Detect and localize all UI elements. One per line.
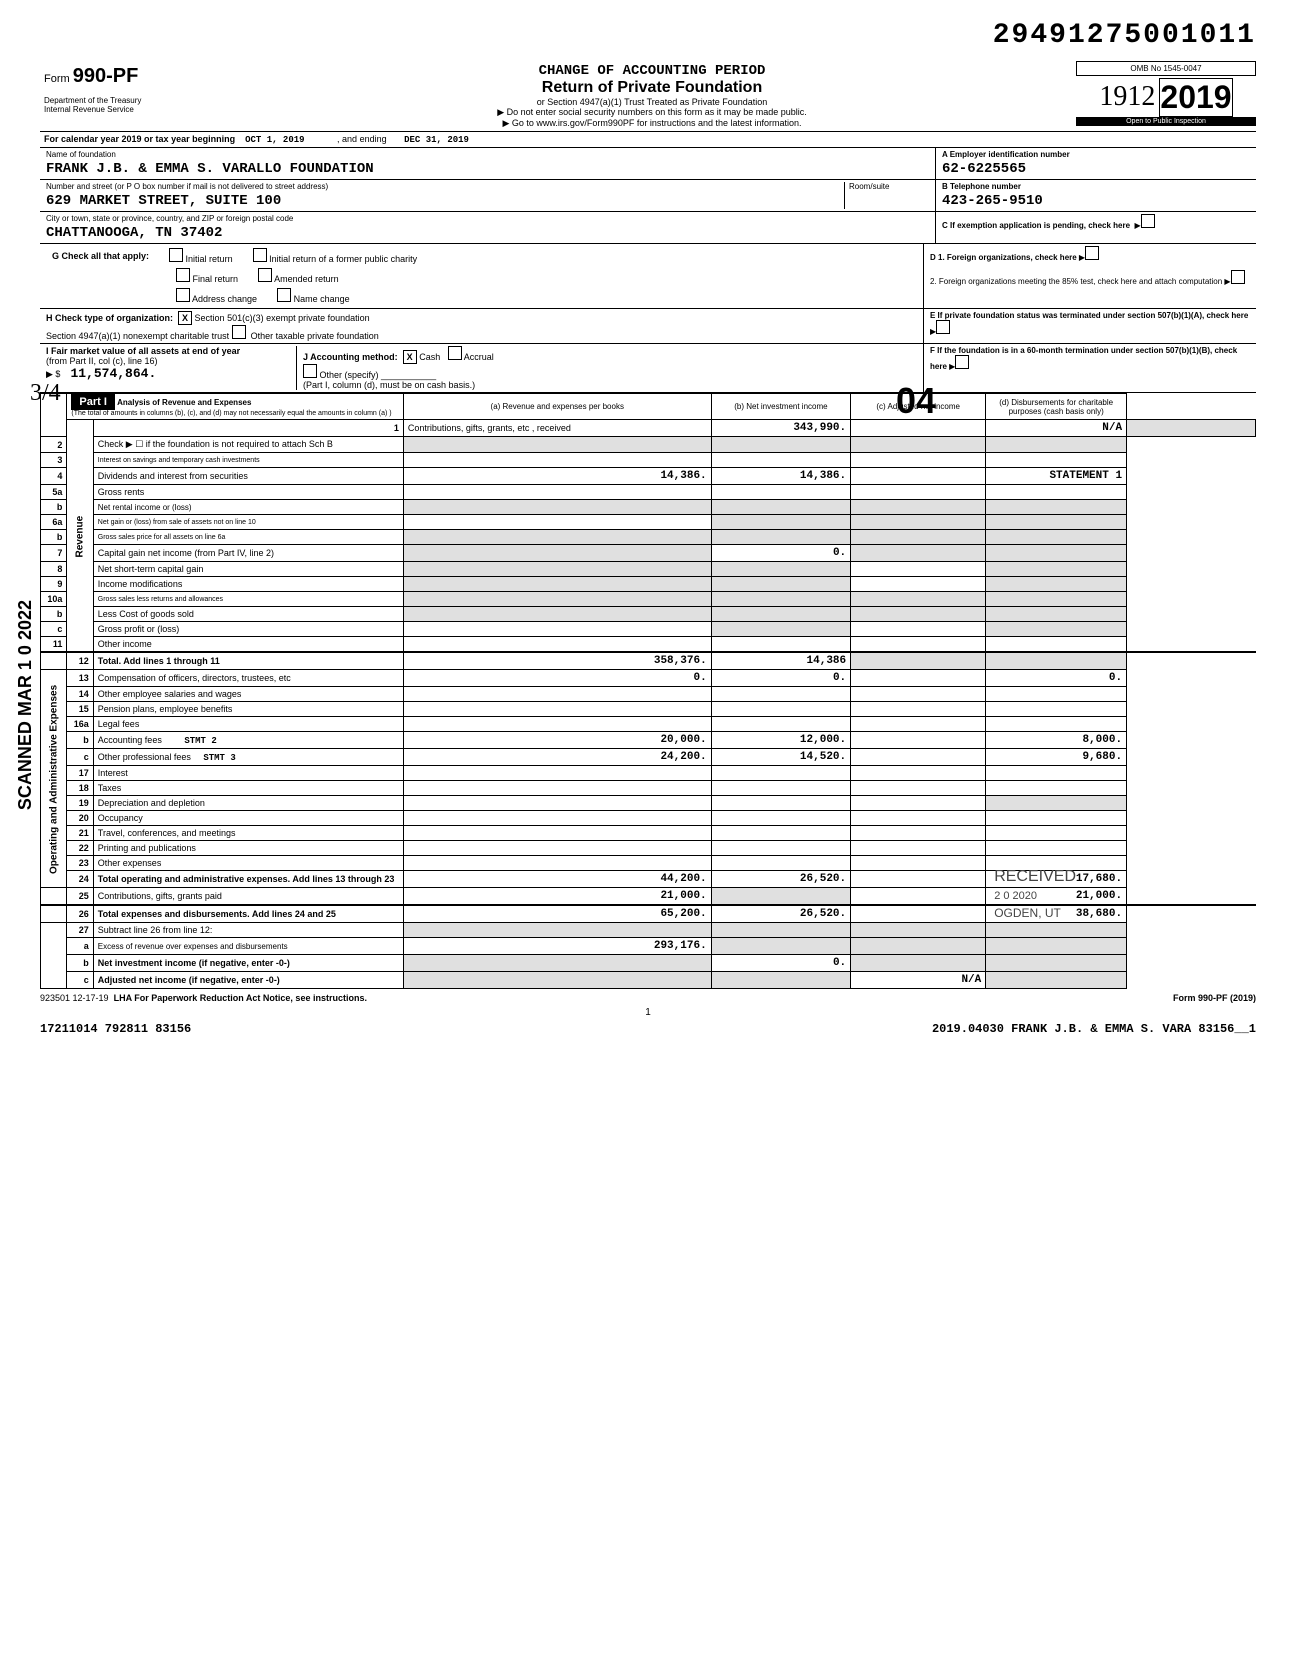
amended-checkbox[interactable]: [258, 268, 272, 282]
table-row: bGross sales price for all assets on lin…: [41, 530, 1256, 545]
table-row: 12Total. Add lines 1 through 11358,376.1…: [41, 652, 1256, 670]
table-row: 17Interest: [41, 766, 1256, 781]
public-inspection: Open to Public Inspection: [1076, 117, 1256, 126]
part1-label: Part I: [71, 394, 115, 410]
form-number: Form 990-PF: [44, 65, 224, 88]
expenses-section-label: Operating and Administrative Expenses: [41, 670, 67, 888]
handwritten-mark: 3/4: [30, 380, 61, 407]
table-row: cOther professional fees STMT 324,200.14…: [41, 749, 1256, 766]
form-title: Return of Private Foundation: [230, 79, 1074, 97]
received-stamp: RECEIVED 2 0 2020 OGDEN, UT: [994, 868, 1076, 922]
section-g-row: G Check all that apply: Initial return I…: [40, 244, 1256, 309]
foundation-info: Name of foundation FRANK J.B. & EMMA S. …: [40, 148, 1256, 244]
phone: 423-265-9510: [942, 193, 1250, 209]
table-row: 11Other income: [41, 637, 1256, 653]
col-a-header: (a) Revenue and expenses per books: [403, 394, 711, 420]
table-row: 7Capital gain net income (from Part IV, …: [41, 545, 1256, 562]
scanned-stamp: SCANNED MAR 1 0 2022: [15, 600, 36, 810]
table-row: 16aLegal fees: [41, 717, 1256, 732]
table-row: cGross profit or (loss): [41, 622, 1256, 637]
other-checkbox[interactable]: [303, 364, 317, 378]
table-row: bAccounting fees STMT 220,000.12,000.8,0…: [41, 732, 1256, 749]
c-label: C If exemption application is pending, c…: [942, 221, 1130, 230]
col-b-header: (b) Net investment income: [711, 394, 850, 420]
table-row: 19Depreciation and depletion: [41, 796, 1256, 811]
tax-year: 2019: [1159, 78, 1232, 117]
section-h-row: H Check type of organization: X Section …: [40, 309, 1256, 344]
d1-checkbox[interactable]: [1085, 246, 1099, 260]
table-row: 20Occupancy: [41, 811, 1256, 826]
document-number: 29491275001011: [40, 20, 1256, 51]
ein: 62-6225565: [942, 161, 1250, 177]
table-row: bLess Cost of goods sold: [41, 607, 1256, 622]
table-row: 22Printing and publications: [41, 841, 1256, 856]
table-row: 3Interest on savings and temporary cash …: [41, 453, 1256, 468]
table-row: aExcess of revenue over expenses and dis…: [41, 938, 1256, 955]
footer-row-2: 17211014 792811 83156 2019.04030 FRANK J…: [40, 1018, 1256, 1040]
table-row: 6aNet gain or (loss) from sale of assets…: [41, 515, 1256, 530]
addr-label: Number and street (or P O box number if …: [46, 182, 844, 191]
form-subtitle: or Section 4947(a)(1) Trust Treated as P…: [230, 97, 1074, 107]
h1-checkbox[interactable]: X: [178, 311, 192, 325]
room-label: Room/suite: [849, 182, 929, 191]
c-checkbox[interactable]: [1141, 214, 1155, 228]
initial-former-checkbox[interactable]: [253, 248, 267, 262]
table-row: 5aGross rents: [41, 485, 1256, 500]
handwritten-year: 1912: [1099, 81, 1155, 113]
table-row: 9Income modifications: [41, 577, 1256, 592]
name-change-checkbox[interactable]: [277, 288, 291, 302]
form-header: Form 990-PF Department of the Treasury I…: [40, 61, 1256, 132]
foundation-city: CHATTANOOGA, TN 37402: [46, 225, 929, 241]
final-checkbox[interactable]: [176, 268, 190, 282]
initial-checkbox[interactable]: [169, 248, 183, 262]
table-row: 27Subtract line 26 from line 12:: [41, 923, 1256, 938]
section-i-row: I Fair market value of all assets at end…: [40, 344, 1256, 393]
table-row: 10aGross sales less returns and allowanc…: [41, 592, 1256, 607]
e-checkbox[interactable]: [936, 320, 950, 334]
dept-label: Department of the Treasury Internal Reve…: [44, 96, 224, 114]
table-row: cAdjusted net income (if negative, enter…: [41, 972, 1256, 989]
table-row: 21Travel, conferences, and meetings: [41, 826, 1256, 841]
table-row: 2Check ▶ ☐ if the foundation is not requ…: [41, 437, 1256, 453]
privacy-note: ▶ Do not enter social security numbers o…: [230, 107, 1074, 118]
city-label: City or town, state or province, country…: [46, 214, 929, 223]
table-row: 4Dividends and interest from securities1…: [41, 468, 1256, 485]
revenue-section-label: Revenue: [67, 420, 93, 653]
h2-checkbox[interactable]: [232, 325, 246, 339]
name-label: Name of foundation: [46, 150, 929, 159]
table-row: bNet rental income or (loss): [41, 500, 1256, 515]
cash-checkbox[interactable]: X: [403, 350, 417, 364]
table-row: Operating and Administrative Expenses 13…: [41, 670, 1256, 687]
change-period-title: CHANGE OF ACCOUNTING PERIOD: [230, 63, 1074, 79]
table-row: bNet investment income (if negative, ent…: [41, 955, 1256, 972]
calendar-year-row: For calendar year 2019 or tax year begin…: [40, 132, 1256, 148]
phone-label: B Telephone number: [942, 182, 1250, 191]
addr-change-checkbox[interactable]: [176, 288, 190, 302]
foundation-address: 629 MARKET STREET, SUITE 100: [46, 193, 844, 209]
omb-number: OMB No 1545-0047: [1076, 61, 1256, 76]
table-row: 8Net short-term capital gain: [41, 562, 1256, 577]
form-footer: Form 990-PF (2019): [1173, 993, 1256, 1003]
fmv-value: 11,574,864.: [70, 366, 156, 381]
page-number: 1: [40, 1007, 1256, 1018]
col-d-header: (d) Disbursements for charitable purpose…: [986, 394, 1127, 420]
d2-checkbox[interactable]: [1231, 270, 1245, 284]
foundation-name: FRANK J.B. & EMMA S. VARALLO FOUNDATION: [46, 161, 929, 177]
table-row: 14Other employee salaries and wages: [41, 687, 1256, 702]
footer-row-1: 923501 12-17-19 LHA For Paperwork Reduct…: [40, 989, 1256, 1007]
f-checkbox[interactable]: [955, 355, 969, 369]
website-note: ▶ Go to www.irs.gov/Form990PF for instru…: [230, 118, 1074, 129]
table-row: 18Taxes: [41, 781, 1256, 796]
accrual-checkbox[interactable]: [448, 346, 462, 360]
table-row: 15Pension plans, employee benefits: [41, 702, 1256, 717]
ein-label: A Employer identification number: [942, 150, 1250, 159]
table-row: Revenue 1Contributions, gifts, grants, e…: [41, 420, 1256, 437]
stamp-04: 04: [896, 380, 936, 422]
